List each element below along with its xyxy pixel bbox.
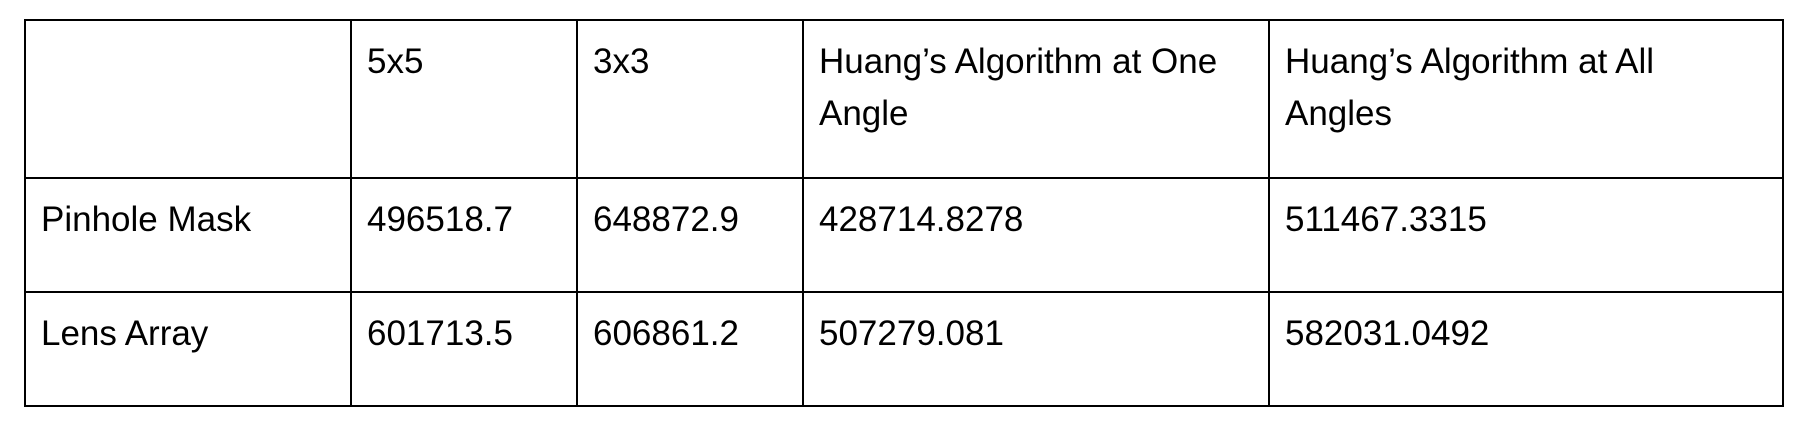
table-cell: 496518.7	[350, 177, 578, 293]
table-header-row: 5x5 3x3 Huang’s Algorithm at One Angle H…	[24, 19, 1784, 179]
header-cell-huang-one-angle: Huang’s Algorithm at One Angle	[802, 19, 1270, 179]
table-cell: 507279.081	[802, 291, 1270, 407]
results-table: 5x5 3x3 Huang’s Algorithm at One Angle H…	[24, 19, 1784, 407]
header-cell-huang-all-angles: Huang’s Algorithm at All Angles	[1268, 19, 1784, 179]
header-cell-5x5: 5x5	[350, 19, 578, 179]
table-cell: 511467.3315	[1268, 177, 1784, 293]
table-cell: 582031.0492	[1268, 291, 1784, 407]
table-cell: 606861.2	[576, 291, 804, 407]
row-label-pinhole-mask: Pinhole Mask	[24, 177, 352, 293]
header-cell-empty	[24, 19, 352, 179]
table-row: Lens Array 601713.5 606861.2 507279.081 …	[24, 291, 1784, 407]
header-cell-3x3: 3x3	[576, 19, 804, 179]
table-cell: 601713.5	[350, 291, 578, 407]
table-cell: 428714.8278	[802, 177, 1270, 293]
row-label-lens-array: Lens Array	[24, 291, 352, 407]
table-row: Pinhole Mask 496518.7 648872.9 428714.82…	[24, 177, 1784, 293]
table-cell: 648872.9	[576, 177, 804, 293]
